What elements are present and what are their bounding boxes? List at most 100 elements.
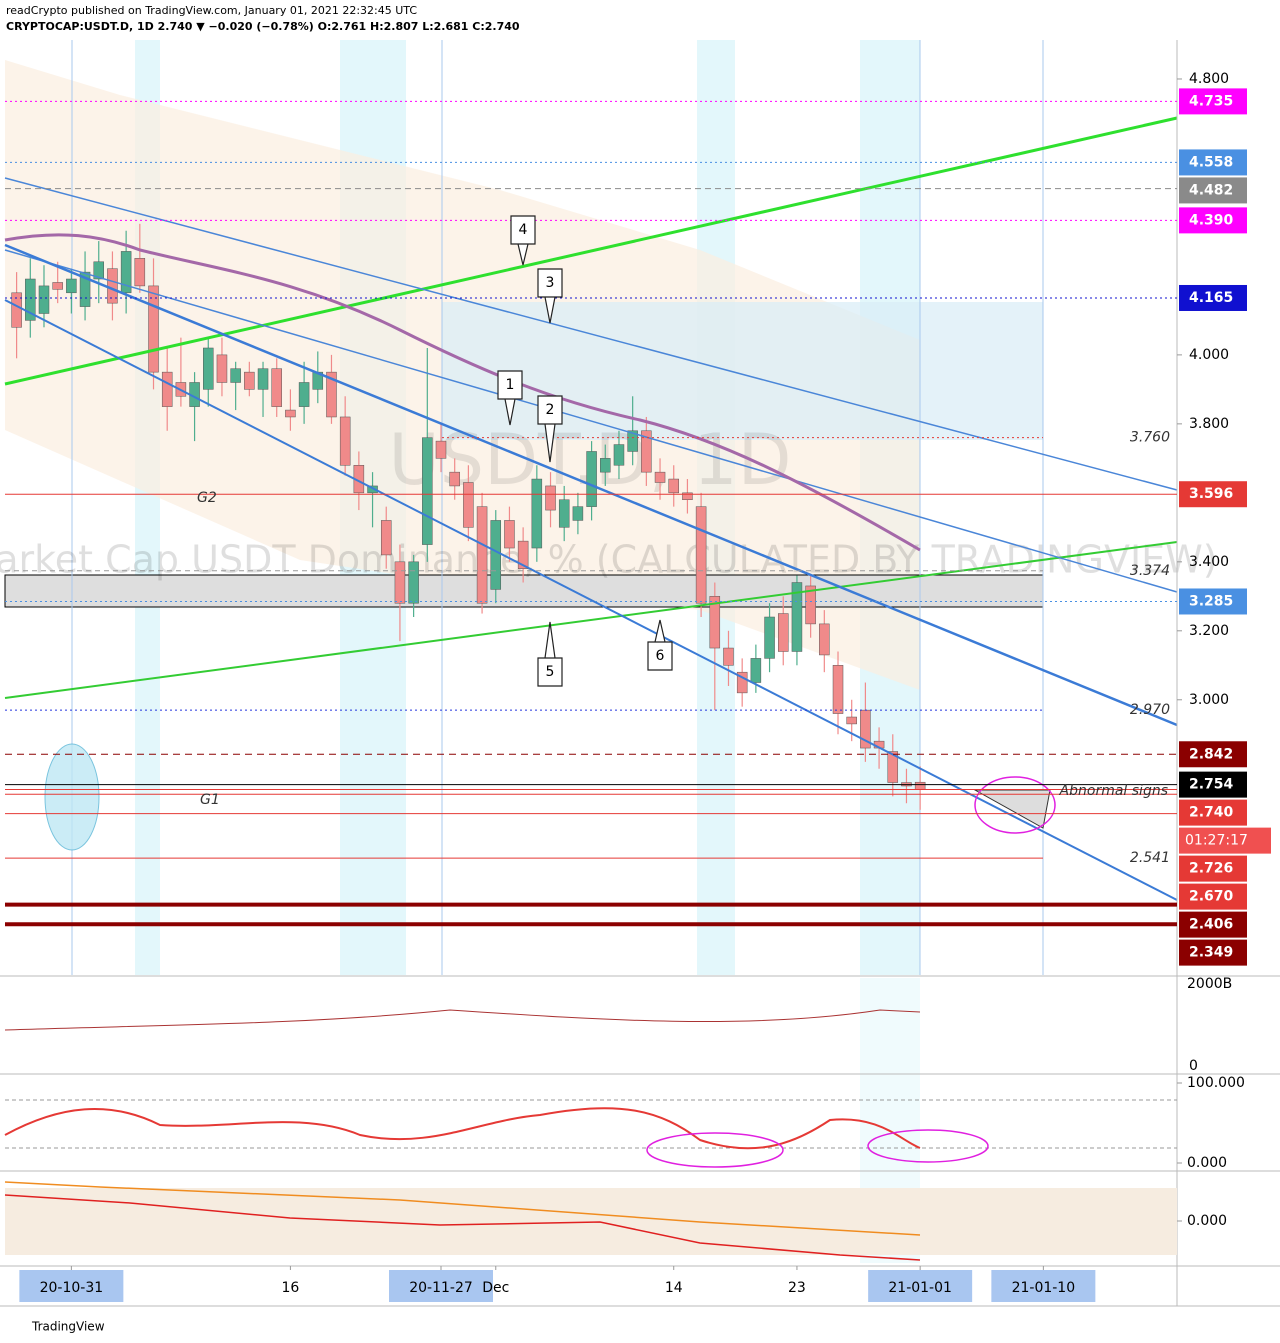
x-tick-label: 20-10-31 [40, 1280, 104, 1296]
candle-body [161, 371, 173, 407]
candle-body [819, 623, 830, 656]
candle-body [244, 371, 255, 390]
level-label: 2.970 [1130, 702, 1170, 718]
candle-body [79, 271, 91, 307]
candle-body [736, 671, 748, 694]
candle-body [203, 347, 214, 390]
price-tag-label: 4.735 [1189, 93, 1233, 109]
price-tag-label: 3.596 [1189, 486, 1233, 502]
candle-body [545, 485, 556, 511]
candle-body [572, 506, 584, 521]
volume-axis-label: 2000B [1187, 976, 1232, 992]
x-tick-label: 23 [788, 1280, 806, 1296]
y-tick-label: 3.800 [1189, 416, 1229, 432]
callout: 4 [519, 222, 528, 238]
third-axis-label: 0.000 [1187, 1213, 1227, 1229]
price-tag [1179, 207, 1247, 234]
price-tag-label: 2.349 [1189, 945, 1233, 961]
price-tag [1179, 883, 1247, 910]
candle-body [285, 409, 296, 418]
candle-body [613, 444, 625, 466]
candle-body [271, 368, 282, 407]
x-tick-box [991, 1270, 1096, 1302]
candle-body [641, 430, 652, 473]
candle-body [791, 582, 803, 652]
candle-body [709, 596, 721, 649]
y-tick-label: 3.200 [1189, 623, 1229, 639]
footer-bar [0, 1312, 1280, 1343]
candle-body [504, 520, 515, 549]
candle-body [93, 261, 104, 280]
candle-body [627, 430, 638, 452]
x-tick-box [389, 1270, 493, 1302]
note: G1 [200, 792, 220, 808]
candle-body [805, 585, 816, 625]
candle-body [586, 451, 597, 507]
callout-box [497, 370, 523, 426]
candle-body [682, 492, 693, 500]
price-tag [1179, 771, 1247, 798]
price-tag-label: 2.670 [1189, 889, 1234, 905]
price-tag-label: 2.740 [1189, 805, 1234, 821]
candle-body [216, 354, 228, 383]
price-tag [1179, 284, 1247, 311]
candle-body [558, 499, 570, 528]
callout: 2 [546, 402, 555, 418]
y-tick-label: 3.000 [1189, 692, 1229, 708]
callout-box [510, 215, 536, 266]
callout: 1 [506, 377, 515, 393]
price-tag-label: 2.754 [1189, 777, 1234, 793]
price-tag-label: 4.482 [1189, 182, 1233, 198]
candle-body [750, 658, 762, 683]
note: Abnormal signs [1059, 783, 1168, 799]
x-tick-label: 14 [665, 1280, 683, 1296]
candle-body [380, 520, 392, 556]
x-tick-box [19, 1270, 124, 1302]
price-tag-label: 2.406 [1189, 917, 1233, 933]
y-tick-label: 4.000 [1189, 347, 1229, 363]
candle-body [914, 781, 926, 790]
price-tag [1179, 741, 1247, 768]
x-tick-label: Dec [482, 1280, 509, 1296]
publisher: readCrypto published on TradingView.com,… [6, 4, 417, 17]
price-tag-label: 3.285 [1189, 593, 1233, 609]
volume-axis-label: 0 [1189, 1058, 1198, 1074]
price-tag [1179, 588, 1247, 615]
price-tag [1179, 911, 1247, 938]
note: G2 [197, 490, 217, 506]
price-tag [1179, 799, 1247, 826]
candle-body [148, 285, 159, 373]
candle-body [339, 416, 351, 466]
candle-body [408, 561, 419, 604]
candle-body [230, 368, 241, 383]
candle-body [517, 540, 529, 569]
candle-body [326, 371, 337, 418]
price-tag-label: 4.390 [1189, 212, 1234, 228]
subtitle-watermark: Market Cap USDT Dominance, % (CALCULATED… [0, 538, 1218, 582]
candle-body [832, 665, 844, 714]
candle-body [25, 278, 36, 321]
candle-body [695, 506, 707, 604]
candle-body [723, 647, 734, 666]
callout: 3 [546, 275, 555, 291]
candle-body [367, 485, 378, 494]
candle-body [764, 616, 775, 659]
callout: 5 [546, 664, 555, 680]
callout-box [537, 268, 563, 324]
candle-body [778, 613, 789, 652]
price-tag-label: 4.165 [1189, 290, 1233, 306]
candle-body [846, 716, 857, 725]
candle-body [38, 285, 50, 314]
price-tag [1179, 939, 1247, 966]
callout-box [537, 621, 563, 687]
candle-body [394, 561, 406, 604]
price-tag [1179, 88, 1247, 115]
y-tick-label: 4.800 [1189, 71, 1229, 87]
x-tick-label: 16 [281, 1280, 299, 1296]
candle-body [422, 437, 433, 545]
candle-body [52, 282, 63, 290]
x-tick-label: 21-01-10 [1012, 1280, 1076, 1296]
candle-body [134, 258, 146, 287]
